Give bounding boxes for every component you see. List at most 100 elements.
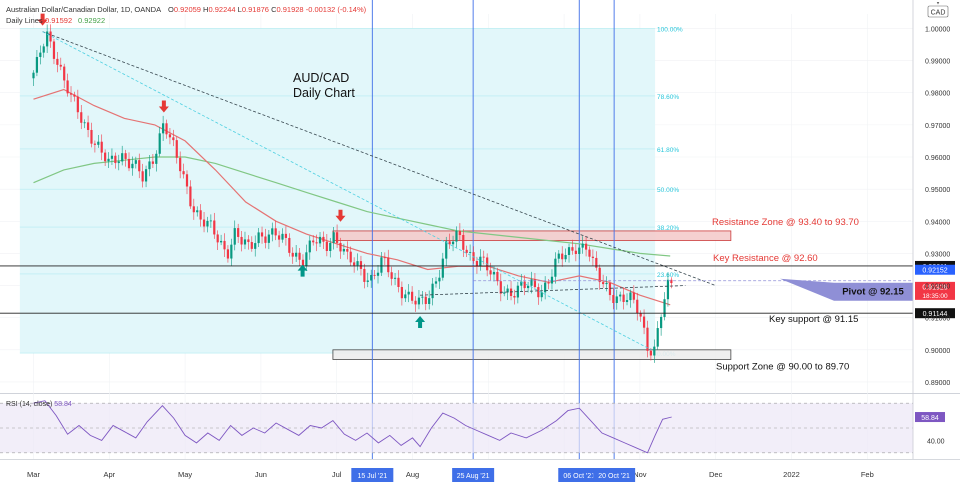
- currency-badge[interactable]: [927, 5, 949, 18]
- candle-body: [295, 252, 298, 257]
- candle-body: [315, 242, 318, 244]
- fibonacci-level-label: 61.80%: [657, 147, 679, 154]
- candle-body: [339, 242, 342, 252]
- fibonacci-level-label: 38.20%: [657, 225, 679, 232]
- ohlc-change: -0.00132 (-0.14%): [304, 5, 367, 14]
- candle-body: [196, 210, 199, 213]
- time-axis-tick: Mar: [27, 470, 40, 479]
- candle-body: [104, 152, 107, 162]
- candle-body: [240, 236, 243, 245]
- price-axis-tick: 0.97000: [925, 123, 950, 130]
- time-axis-tick: Nov: [633, 470, 647, 479]
- candle-body: [595, 257, 598, 268]
- candle-body: [632, 292, 635, 300]
- candle-body: [370, 274, 373, 281]
- candle-body: [288, 237, 291, 253]
- fibonacci-layer: 100.00%78.60%61.80%50.00%38.20%23.60%0.0…: [19, 26, 683, 358]
- candle-body: [32, 72, 35, 79]
- pivot-label: Pivot @ 92.15: [842, 287, 904, 298]
- candle-body: [639, 313, 642, 317]
- candle-body: [138, 160, 141, 172]
- candle-body: [441, 258, 444, 278]
- candle-body: [602, 282, 605, 285]
- rsi-title: RSI (14, close) 58.84: [6, 401, 72, 408]
- ohlc-value-c: 0.91928: [276, 5, 303, 14]
- candle-body: [642, 316, 646, 328]
- candle-body: [503, 292, 506, 294]
- candle-body: [670, 279, 673, 284]
- candle-body: [492, 271, 496, 275]
- price-axis-tick: 0.91000: [925, 316, 950, 323]
- candle-body: [318, 236, 322, 244]
- candle-body: [329, 242, 332, 251]
- candle-body: [526, 285, 530, 289]
- candle-body: [598, 267, 601, 283]
- candle-body: [148, 161, 151, 170]
- candle-body: [496, 271, 499, 282]
- candle-body: [322, 236, 325, 242]
- candle-body: [530, 279, 533, 286]
- candle-body: [411, 291, 414, 301]
- candle-body: [431, 283, 434, 299]
- candle-body: [421, 296, 424, 298]
- time-axis-tick: Jun: [255, 470, 267, 479]
- rsi-value: 58.84: [54, 401, 72, 408]
- candle-body: [59, 64, 62, 67]
- rsi-value-tag: 58.84: [921, 415, 939, 422]
- fibonacci-level-label: 50.00%: [657, 187, 679, 194]
- candle-body: [39, 52, 42, 57]
- support-zone-label: Support Zone @ 90.00 to 89.70: [716, 361, 849, 372]
- pivot-price-tag-bg: [915, 264, 955, 275]
- candle-body: [185, 174, 189, 187]
- candle-body: [66, 80, 69, 94]
- candle-body: [373, 274, 376, 276]
- candle-body: [182, 171, 185, 175]
- currency-badge-label: CAD: [931, 10, 946, 17]
- candle-body: [404, 294, 407, 299]
- price-axis-tick: 0.89000: [925, 380, 950, 387]
- pivot-callout: [780, 278, 913, 301]
- candle-body: [513, 295, 516, 298]
- candle-body: [206, 220, 209, 227]
- date-marker-tag-bg: [593, 468, 636, 482]
- candle-body: [346, 248, 349, 252]
- candle-body: [308, 240, 311, 253]
- ohlc-values: O0.92059 H0.92244 L0.91876 C0.91928 -0.0…: [168, 5, 367, 14]
- candle-body: [291, 252, 294, 257]
- settings-icon[interactable]: ▾: [937, 1, 940, 7]
- trendline: [420, 285, 686, 296]
- candle-body: [356, 261, 359, 266]
- candle-body: [312, 240, 315, 243]
- candle-body: [383, 257, 386, 259]
- candle-body: [63, 66, 66, 81]
- candle-body: [550, 276, 554, 284]
- ma50-line: [33, 88, 671, 306]
- candle-body: [189, 186, 192, 207]
- candle-body: [49, 31, 52, 42]
- candle-body: [83, 122, 86, 124]
- candle-body: [134, 160, 137, 164]
- support-zone: [332, 349, 732, 360]
- date-marker-tag: 06 Oct '21: [563, 473, 595, 480]
- price-axis-tick: 0.92000: [925, 284, 950, 291]
- candle-body: [349, 251, 352, 263]
- trendline: [42, 31, 652, 351]
- candle-body: [97, 141, 100, 145]
- candle-body: [584, 243, 588, 250]
- candle-body: [428, 298, 431, 305]
- candle-body: [445, 241, 448, 259]
- candle-body: [274, 228, 277, 236]
- ohlc-key-o: O: [168, 5, 174, 14]
- indicator-value-1: 0.91592: [45, 16, 72, 25]
- candle-body: [42, 46, 45, 53]
- indicator-value-2: 0.92922: [78, 16, 105, 25]
- key-support-label: Key support @ 91.15: [769, 314, 858, 325]
- down-arrow-shape: [335, 209, 346, 222]
- candle-body: [424, 296, 427, 305]
- candle-body: [52, 41, 56, 59]
- candle-body: [325, 241, 328, 251]
- up-arrow-icon: [297, 264, 308, 277]
- down-arrow-icon: [335, 209, 346, 222]
- candle-body: [230, 244, 233, 259]
